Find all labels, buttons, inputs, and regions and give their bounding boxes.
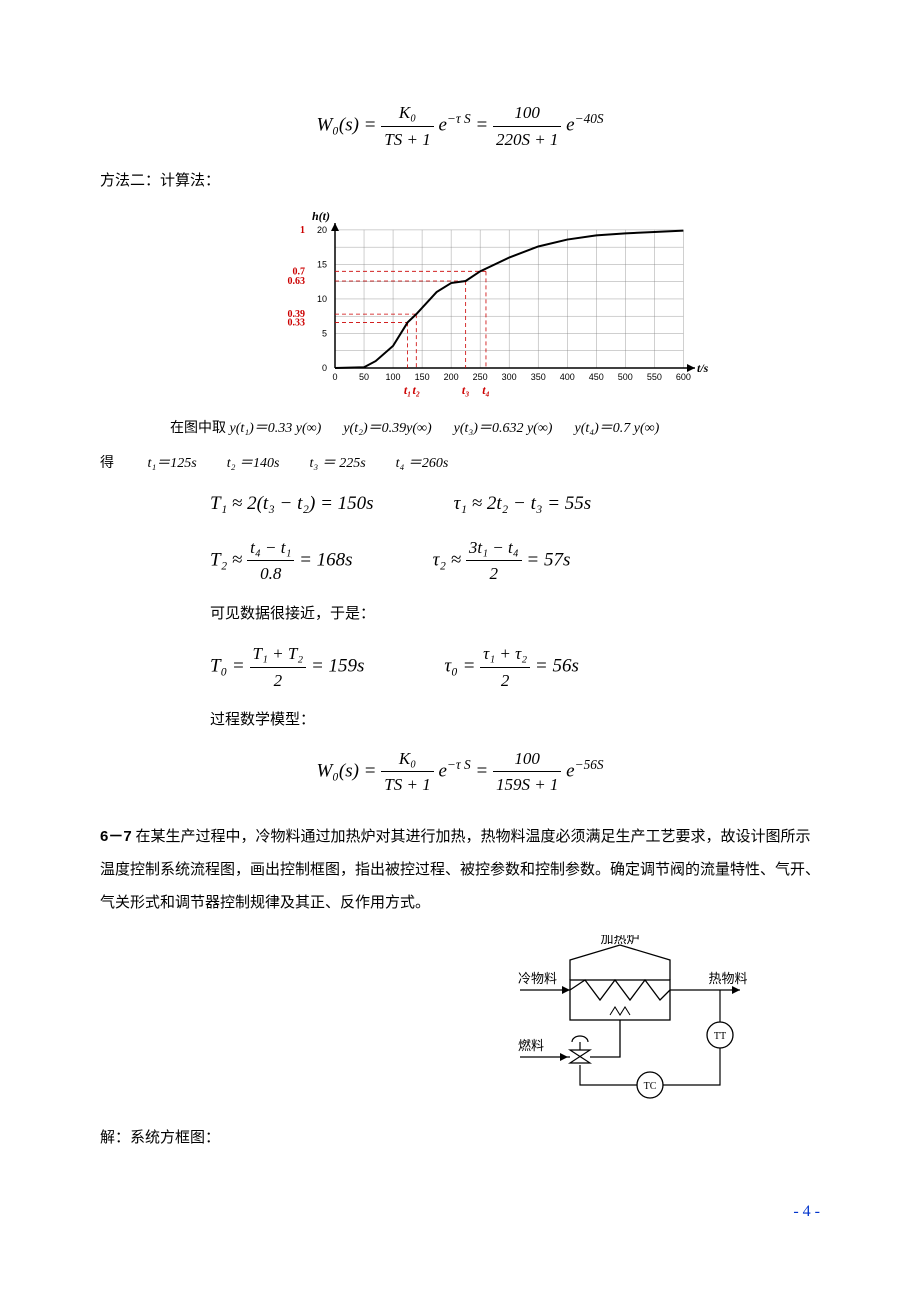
svg-text:400: 400 — [560, 372, 575, 382]
svg-text:250: 250 — [473, 372, 488, 382]
svg-text:5: 5 — [322, 328, 327, 338]
svg-text:t₂: t₂ — [413, 383, 421, 397]
question-6-7: 6－7 在某生产过程中，冷物料通过加热炉对其进行加热，热物料温度必须满足生产工艺… — [100, 820, 820, 920]
svg-text:0.33: 0.33 — [288, 317, 306, 328]
svg-text:热物料: 热物料 — [708, 971, 747, 986]
eq1-lhs: W₀(s) = — [316, 114, 376, 135]
close-text: 可见数据很接近，于是： — [210, 603, 820, 626]
t-values-line: 得 t₁＝125st₂ ＝140st₃ ＝ 225st₄ ＝260s — [100, 453, 820, 474]
svg-text:10: 10 — [317, 293, 327, 303]
svg-text:t₃: t₃ — [462, 383, 470, 397]
calc-T0-tau0: T₀ = T₁ + T₂2 = 159s τ₀ = τ₁ + τ₂2 = 56s — [210, 641, 820, 693]
page-number: - 4 - — [100, 1200, 820, 1224]
svg-text:0.63: 0.63 — [288, 276, 306, 287]
q67-number: 6－7 — [100, 828, 132, 845]
svg-text:200: 200 — [444, 372, 459, 382]
svg-text:550: 550 — [647, 372, 662, 382]
equation-w0-1: W₀(s) = K₀TS + 1 e−τ S = 100220S + 1 e−4… — [100, 100, 820, 152]
svg-text:100: 100 — [386, 372, 401, 382]
svg-text:300: 300 — [502, 372, 517, 382]
svg-text:1: 1 — [300, 224, 305, 235]
svg-text:h(t): h(t) — [312, 209, 330, 223]
svg-text:t₁: t₁ — [404, 383, 412, 397]
q67-text: 在某生产过程中，冷物料通过加热炉对其进行加热，热物料温度必须满足生产工艺要求，故… — [100, 829, 820, 911]
svg-text:500: 500 — [618, 372, 633, 382]
svg-text:TC: TC — [644, 1081, 657, 1092]
svg-text:0: 0 — [322, 363, 327, 373]
svg-text:350: 350 — [531, 372, 546, 382]
svg-text:15: 15 — [317, 259, 327, 269]
svg-text:600: 600 — [676, 372, 691, 382]
svg-text:150: 150 — [415, 372, 430, 382]
calc-T1-tau1: T₁ ≈ 2(t₃ − t₂) = 150s τ₁ ≈ 2t₂ − t₃ = 5… — [210, 490, 820, 519]
svg-text:50: 50 — [359, 372, 369, 382]
svg-text:冷物料: 冷物料 — [518, 971, 557, 986]
svg-text:20: 20 — [317, 224, 327, 234]
svg-text:TT: TT — [714, 1031, 726, 1042]
svg-text:t/s: t/s — [697, 361, 709, 375]
readings-line: 在图中取 y(t₁)＝0.33 y(∞)y(t₂)＝0.39y(∞)y(t₃)＝… — [170, 418, 820, 439]
answer-label: 解：系统方框图： — [100, 1127, 820, 1150]
svg-text:0: 0 — [332, 372, 337, 382]
method2-title: 方法二：计算法： — [100, 170, 820, 193]
svg-text:燃料: 燃料 — [518, 1038, 544, 1053]
pid-diagram: 加热炉冷物料 热物料 TT TC 燃料 — [100, 935, 790, 1118]
step-response-chart: 0501001502002503003504004505005506000510… — [170, 203, 820, 411]
svg-text:加热炉: 加热炉 — [600, 935, 639, 946]
svg-text:450: 450 — [589, 372, 604, 382]
calc-T2-tau2: T₂ ≈ t₄ − t₁0.8 = 168s τ₂ ≈ 3t₁ − t₄2 = … — [210, 535, 820, 587]
svg-text:t₄: t₄ — [482, 383, 490, 397]
equation-w0-final: W₀(s) = K₀TS + 1 e−τ S = 100159S + 1 e−5… — [100, 746, 820, 798]
model-label: 过程数学模型： — [210, 709, 820, 732]
